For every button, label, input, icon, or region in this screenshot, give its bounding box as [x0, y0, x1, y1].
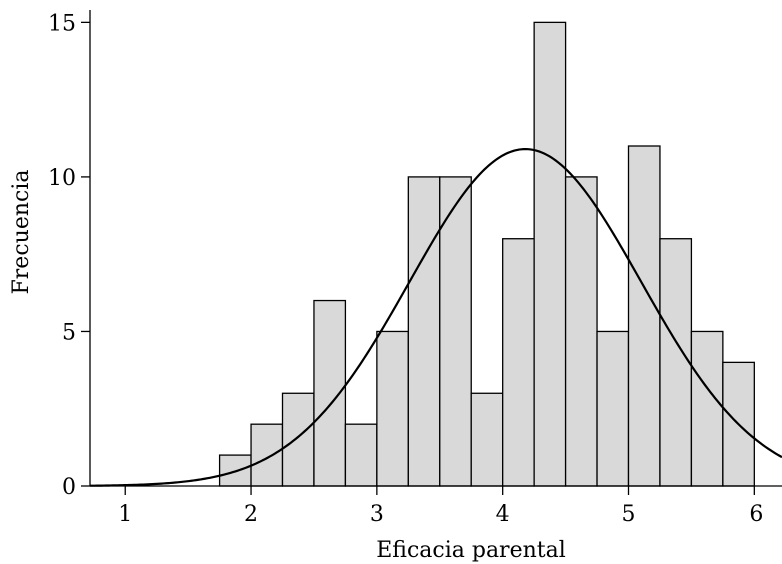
y-tick-label-0: 0: [62, 475, 76, 500]
histogram-bar-10: [502, 238, 535, 487]
x-tick-label-3: 3: [370, 502, 384, 527]
bars-group: [218, 21, 755, 487]
x-tick-label-1: 1: [118, 502, 132, 527]
histogram-bar-7: [407, 176, 441, 487]
y-tick-label-10: 10: [48, 166, 76, 191]
histogram-bar-6: [376, 330, 409, 487]
y-tick-label-5: 5: [62, 320, 76, 345]
histogram-bar-11: [533, 21, 567, 487]
x-axis-title: Eficacia parental: [376, 538, 566, 563]
histogram-bar-12: [564, 176, 598, 487]
x-tick-label-6: 6: [749, 502, 763, 527]
x-ticks-group: 1 2 3 4 5 6: [118, 486, 763, 527]
histogram-bar-9: [470, 392, 504, 487]
axes-group: [89, 10, 782, 487]
y-ticks-group: 0 5 10 15: [48, 11, 90, 500]
x-tick-label-5: 5: [622, 502, 636, 527]
y-axis-title: Frecuencia: [9, 170, 34, 295]
histogram-bar-16: [690, 330, 724, 487]
histogram-bar-13: [596, 330, 630, 487]
histogram-bar-3: [281, 392, 315, 487]
y-tick-label-15: 15: [48, 11, 76, 36]
histogram-bar-15: [659, 238, 693, 487]
x-tick-label-4: 4: [496, 502, 510, 527]
histogram-bar-14: [627, 145, 661, 487]
normal-curve: [89, 147, 782, 487]
histogram-bar-2: [250, 423, 284, 487]
x-tick-label-2: 2: [244, 502, 258, 527]
histogram-bar-5: [344, 423, 378, 487]
